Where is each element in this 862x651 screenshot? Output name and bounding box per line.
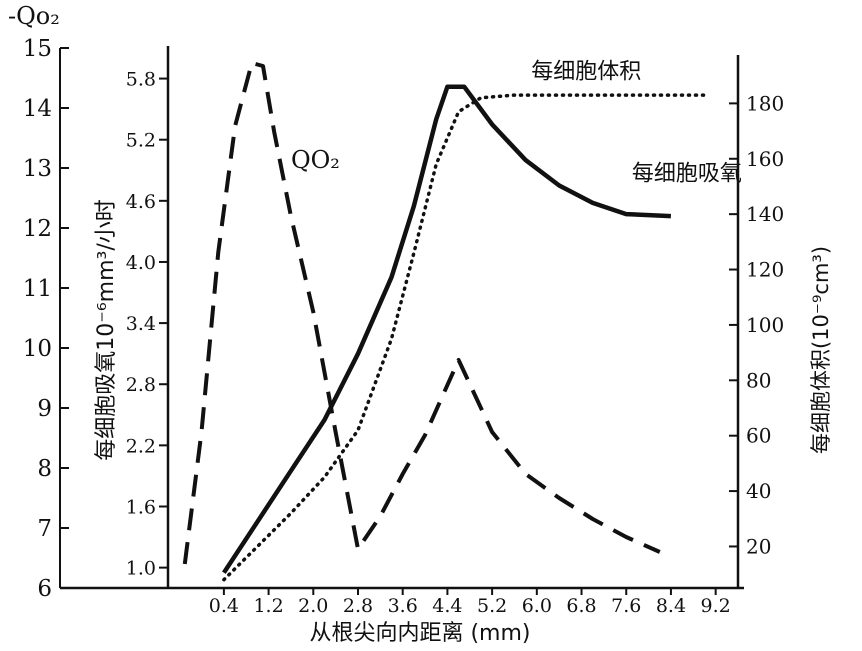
series-line-left: [222, 84, 672, 574]
left-tick-label: 4.0: [126, 252, 156, 274]
far-left-tick-label: 7: [37, 516, 52, 542]
far-left-tick-label: 6: [37, 576, 52, 602]
x-tick-label: 3.6: [388, 595, 418, 617]
x-tick-label: 5.2: [477, 595, 507, 617]
x-tick-label: 1.2: [253, 595, 283, 617]
annotation-label: 每细胞吸氧: [632, 161, 742, 186]
tick-labels: 0.4 1.2 2.0 2.8 3.6 4.4 5.2 6.0 6.8 7.6 8.4 9.2 6 7 8 9…: [23, 36, 784, 617]
left-tick-label: 5.2: [126, 130, 156, 152]
far-left-tick-label: 10: [23, 336, 52, 362]
x-tick-label: 9.2: [701, 595, 731, 617]
far-left-axis-label: -Qo₂: [8, 2, 60, 30]
left-tick-label: 2.2: [126, 435, 156, 457]
series-line-right: [222, 93, 707, 582]
right-tick-label: 180: [746, 91, 784, 115]
x-tick-label: 6.8: [566, 595, 596, 617]
left-tick-label: 5.8: [126, 69, 156, 91]
x-tick-label: 2.0: [298, 595, 328, 617]
x-tick-label: 0.4: [209, 595, 239, 617]
far-left-tick-label: 12: [23, 216, 52, 242]
series: [182, 61, 707, 582]
right-tick-label: 140: [746, 202, 784, 226]
far-left-tick-label: 14: [23, 96, 52, 122]
right-tick-label: 120: [746, 258, 784, 282]
left-tick-label: 1.0: [126, 558, 156, 580]
x-tick-label: 7.6: [611, 595, 641, 617]
left-tick-label: 3.4: [126, 313, 156, 335]
right-tick-label: 60: [746, 424, 771, 448]
annotation-label: 每细胞体积: [531, 59, 641, 84]
far-left-tick-label: 9: [37, 396, 52, 422]
right-tick-label: 100: [746, 313, 784, 337]
series-line-far_left: [182, 61, 661, 565]
x-tick-label: 8.4: [656, 595, 686, 617]
left-tick-label: 1.6: [126, 496, 156, 518]
right-axis-label: 每细胞体积(10⁻⁹cm³): [809, 246, 833, 454]
axes: [59, 46, 744, 595]
x-tick-label: 6.0: [522, 595, 552, 617]
left-tick-label: 2.8: [126, 374, 156, 396]
left-axis-label: 每细胞吸氧10⁻⁶mm³/小时: [94, 199, 119, 461]
far-left-tick-label: 11: [23, 276, 52, 302]
far-left-tick-label: 8: [37, 456, 52, 482]
far-left-tick-label: 13: [23, 156, 52, 182]
x-tick-label: 4.4: [432, 595, 462, 617]
left-tick-label: 4.6: [126, 191, 156, 213]
right-tick-label: 160: [746, 147, 784, 171]
annotation-label: QO₂: [291, 146, 340, 174]
right-tick-label: 40: [746, 479, 771, 503]
right-tick-label: 80: [746, 368, 771, 392]
x-tick-label: 2.8: [343, 595, 373, 617]
far-left-tick-label: 15: [23, 36, 52, 62]
x-axis-label: 从根尖向内距离 (mm): [309, 621, 530, 646]
axis-labels: -Qo₂ 每细胞吸氧10⁻⁶mm³/小时 每细胞体积(10⁻⁹cm³) 从根尖向…: [8, 2, 833, 646]
right-tick-label: 20: [746, 534, 771, 558]
